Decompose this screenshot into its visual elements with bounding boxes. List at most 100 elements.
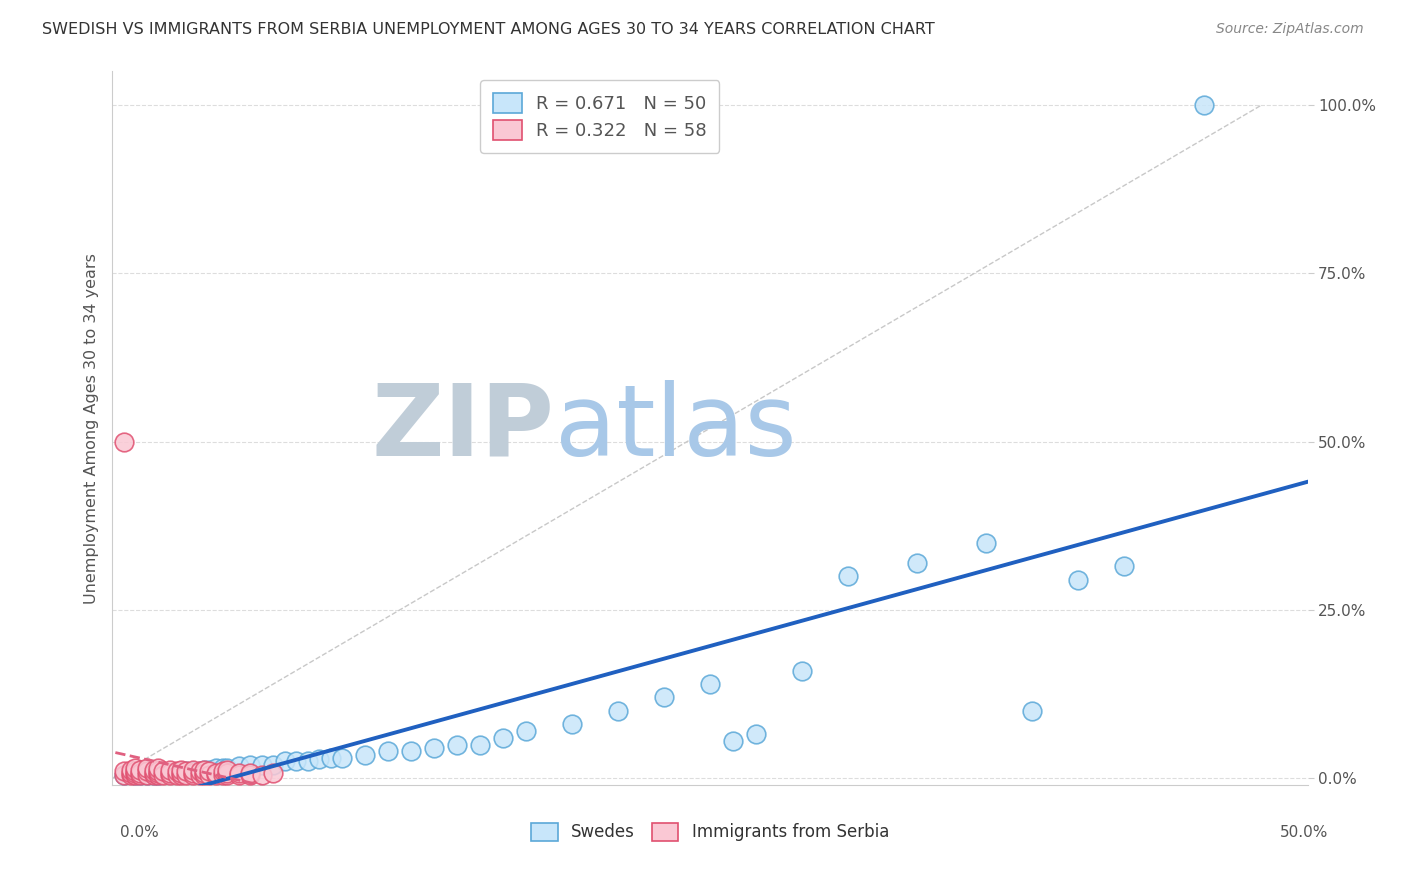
Point: [250, 757, 273, 772]
Point: [1021, 704, 1043, 718]
Point: [170, 768, 193, 782]
Point: [446, 738, 468, 752]
Point: [205, 768, 228, 782]
Text: 50.0%: 50.0%: [1281, 825, 1329, 840]
Point: [905, 556, 928, 570]
Point: [174, 764, 197, 779]
Point: [217, 765, 239, 780]
Point: [515, 724, 537, 739]
Point: [607, 704, 630, 718]
Point: [159, 765, 181, 780]
Point: [129, 763, 152, 777]
Point: [228, 765, 250, 780]
Point: [561, 717, 583, 731]
Point: [699, 677, 721, 691]
Point: [170, 763, 193, 777]
Point: [188, 764, 211, 779]
Point: [159, 763, 181, 777]
Point: [250, 768, 273, 782]
Point: [148, 768, 170, 782]
Point: [217, 768, 239, 782]
Point: [193, 763, 215, 777]
Point: [319, 751, 342, 765]
Point: [129, 768, 152, 782]
Point: [274, 755, 297, 769]
Point: [1192, 98, 1215, 112]
Point: [181, 764, 204, 779]
Point: [330, 751, 353, 765]
Point: [124, 768, 146, 782]
Point: [837, 569, 859, 583]
Point: [120, 763, 142, 777]
Point: [152, 764, 174, 779]
Point: [120, 765, 142, 780]
Point: [217, 763, 239, 777]
Point: [308, 752, 330, 766]
Point: [198, 768, 221, 782]
Point: [262, 765, 284, 780]
Point: [652, 690, 675, 705]
Point: [193, 765, 215, 780]
Point: [174, 768, 197, 782]
Point: [198, 764, 221, 779]
Point: [974, 535, 997, 549]
Point: [181, 765, 204, 780]
Legend: Swedes, Immigrants from Serbia: Swedes, Immigrants from Serbia: [524, 816, 896, 848]
Point: [239, 768, 262, 782]
Point: [142, 768, 165, 782]
Point: [401, 744, 423, 758]
Point: [239, 757, 262, 772]
Y-axis label: Unemployment Among Ages 30 to 34 years: Unemployment Among Ages 30 to 34 years: [83, 252, 98, 604]
Point: [228, 759, 250, 773]
Point: [142, 768, 165, 782]
Point: [217, 761, 239, 775]
Text: atlas: atlas: [554, 380, 796, 476]
Point: [112, 768, 135, 782]
Point: [112, 768, 135, 782]
Point: [159, 765, 181, 780]
Point: [124, 765, 146, 780]
Point: [152, 765, 174, 780]
Point: [129, 765, 152, 780]
Point: [211, 768, 233, 782]
Point: [297, 755, 319, 769]
Point: [1112, 559, 1135, 574]
Point: [148, 768, 170, 782]
Point: [205, 765, 228, 780]
Text: Source: ZipAtlas.com: Source: ZipAtlas.com: [1216, 22, 1364, 37]
Point: [142, 765, 165, 780]
Point: [239, 765, 262, 780]
Point: [136, 768, 159, 782]
Point: [181, 763, 204, 777]
Point: [166, 764, 188, 779]
Point: [211, 761, 233, 775]
Point: [423, 740, 446, 755]
Point: [193, 768, 215, 782]
Text: SWEDISH VS IMMIGRANTS FROM SERBIA UNEMPLOYMENT AMONG AGES 30 TO 34 YEARS CORRELA: SWEDISH VS IMMIGRANTS FROM SERBIA UNEMPL…: [42, 22, 935, 37]
Point: [170, 764, 193, 779]
Point: [181, 768, 204, 782]
Point: [285, 755, 308, 769]
Point: [1067, 573, 1090, 587]
Point: [148, 765, 170, 780]
Point: [136, 764, 159, 779]
Point: [790, 664, 813, 678]
Point: [152, 768, 174, 782]
Text: 0.0%: 0.0%: [120, 825, 159, 840]
Point: [354, 747, 377, 762]
Point: [721, 734, 744, 748]
Point: [166, 768, 188, 782]
Point: [124, 764, 146, 779]
Point: [188, 764, 211, 779]
Point: [745, 727, 768, 741]
Point: [205, 761, 228, 775]
Point: [262, 757, 284, 772]
Point: [112, 434, 135, 449]
Point: [120, 768, 142, 782]
Point: [129, 768, 152, 782]
Point: [136, 768, 159, 782]
Point: [136, 761, 159, 775]
Point: [142, 763, 165, 777]
Point: [188, 768, 211, 782]
Point: [377, 744, 399, 758]
